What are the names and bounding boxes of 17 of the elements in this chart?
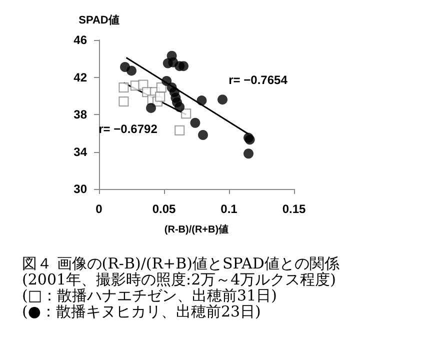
text: (2001年、撮影時の照度:2万～4万ルクス程度) <box>22 270 336 288</box>
caption: 図４ 画像の(R-B)/(R+B)値とSPAD値との関係 <box>22 254 340 272</box>
y-tick-label: 42 <box>74 70 88 84</box>
text: (□：散播ハナエチゼン、出穂前31日) <box>22 286 277 304</box>
y-tick-label: 34 <box>74 144 88 159</box>
x-axis-title: (R-B)/(R+B)値 <box>164 224 229 236</box>
y-axis-title: SPAD値 <box>78 14 120 26</box>
y-tick-label: 30 <box>74 182 88 196</box>
text: (●：散播キヌヒカリ、出穂前23日) <box>22 302 261 320</box>
x-tick-label: 0 <box>96 202 103 216</box>
x-tick-label: 0.05 <box>152 202 176 216</box>
x-tick-label: 0.15 <box>282 202 306 216</box>
x-tick-label: 0.1 <box>220 202 238 216</box>
annotation: r= −0.7654 <box>228 73 288 87</box>
annotation: r= −0.6792 <box>98 122 158 136</box>
y-tick-label: 46 <box>74 33 88 47</box>
y-tick-label: 38 <box>74 108 88 122</box>
